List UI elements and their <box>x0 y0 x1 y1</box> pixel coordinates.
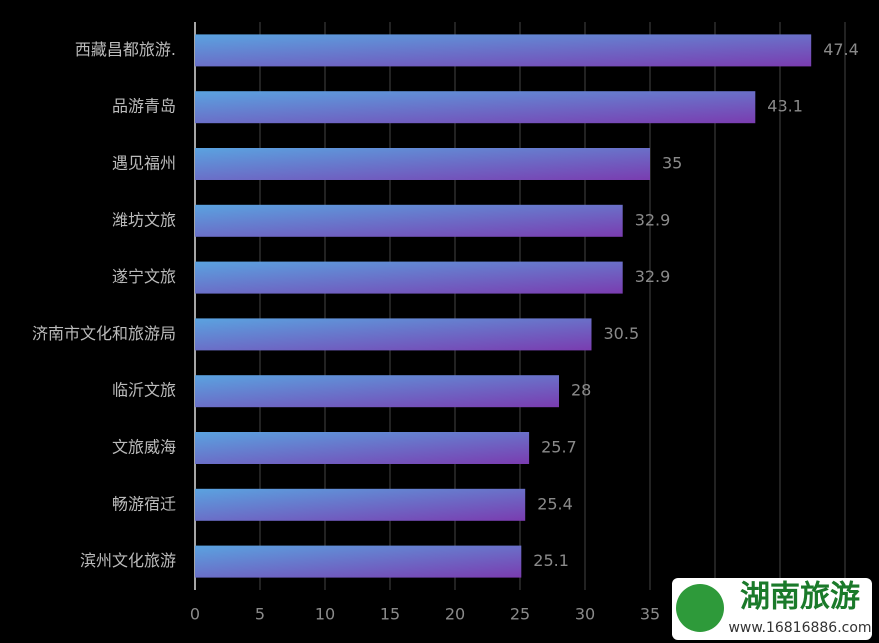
y-tick-label: 文旅威海 <box>112 438 176 457</box>
value-label: 25.4 <box>537 494 573 513</box>
x-tick-label: 25 <box>510 605 530 624</box>
x-tick-label: 35 <box>640 605 660 624</box>
bar <box>195 148 650 180</box>
bar <box>195 261 623 294</box>
bar <box>195 488 526 521</box>
y-tick-label: 遂宁文旅 <box>112 267 176 286</box>
y-tick-label: 潍坊文旅 <box>112 210 176 229</box>
watermark-url: www.16816886.com <box>728 620 871 636</box>
x-tick-label: 15 <box>380 605 400 624</box>
value-label: 43.1 <box>767 97 803 116</box>
bar <box>195 432 530 464</box>
value-label: 47.4 <box>823 40 859 59</box>
y-tick-label: 遇见福州 <box>112 154 176 173</box>
bar <box>195 204 623 237</box>
watermark-logo <box>676 584 724 632</box>
watermark-box <box>672 578 872 640</box>
x-tick-label: 20 <box>445 605 465 624</box>
y-tick-label: 滨州文化旅游 <box>80 551 176 570</box>
x-tick-label: 0 <box>190 605 200 624</box>
value-label: 30.5 <box>604 324 640 343</box>
y-tick-label: 品游青岛 <box>112 97 176 116</box>
x-tick-label: 30 <box>575 605 595 624</box>
x-tick-label: 5 <box>255 605 265 624</box>
value-label: 25.7 <box>541 438 577 457</box>
x-tick-label: 10 <box>315 605 335 624</box>
value-label: 32.9 <box>635 267 671 286</box>
y-tick-label: 济南市文化和旅游局 <box>32 324 176 343</box>
value-label: 35 <box>662 154 682 173</box>
bar <box>195 375 559 408</box>
value-label: 25.1 <box>533 551 569 570</box>
y-tick-label: 临沂文旅 <box>112 381 176 400</box>
y-tick-label: 西藏昌都旅游. <box>75 40 176 59</box>
watermark-title: 湖南旅游 <box>740 580 860 615</box>
value-label: 32.9 <box>635 210 671 229</box>
bar <box>195 91 756 124</box>
bar <box>195 34 812 67</box>
bar <box>195 318 592 351</box>
y-tick-label: 畅游宿迁 <box>112 494 176 513</box>
bar <box>195 545 522 578</box>
value-label: 28 <box>571 381 591 400</box>
